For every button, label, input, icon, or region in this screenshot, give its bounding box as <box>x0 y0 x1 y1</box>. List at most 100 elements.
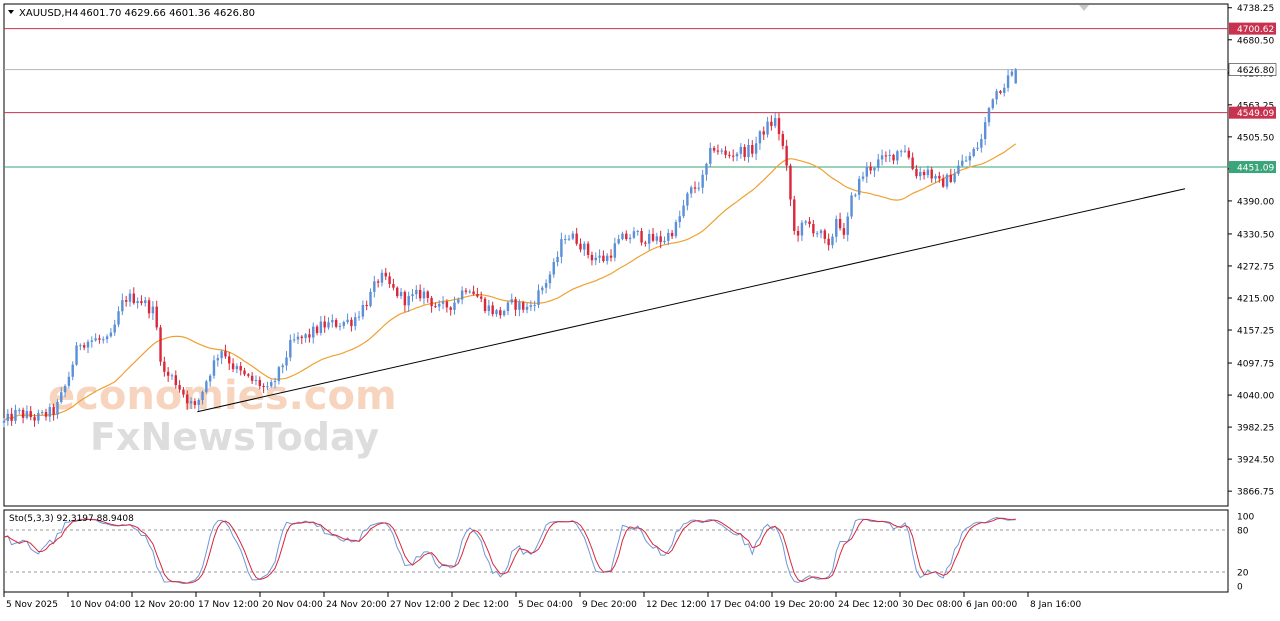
time-tick-label: 12 Dec 12:00 <box>646 600 707 610</box>
candle-body <box>292 339 296 341</box>
candle-body <box>560 239 563 257</box>
time-tick-label: 17 Nov 12:00 <box>198 600 259 610</box>
support-trendline[interactable] <box>197 188 1186 413</box>
candle-body <box>552 262 555 275</box>
candle-body <box>147 300 151 314</box>
candle-body <box>777 118 781 135</box>
stochastic-tick-label: 0 <box>1237 583 1243 593</box>
candle-body <box>312 326 315 338</box>
candle-body <box>525 306 529 310</box>
candle-body <box>495 310 498 315</box>
candle-body <box>144 300 147 304</box>
candle-body <box>957 165 960 174</box>
candle-body <box>376 281 380 283</box>
time-tick-label: 17 Dec 04:00 <box>710 600 771 610</box>
candle-body <box>522 302 525 310</box>
candle-body <box>52 407 55 415</box>
candle-body <box>411 294 414 297</box>
candle-body <box>632 231 636 238</box>
price-tick-label: 4390.00 <box>1237 197 1274 207</box>
candle-body <box>396 287 399 297</box>
candle-body <box>327 322 330 328</box>
candle-body <box>499 310 502 316</box>
candle-body <box>758 131 762 144</box>
candle-body <box>296 336 300 340</box>
price-tick-label: 4505.50 <box>1237 133 1274 143</box>
candle-body <box>373 281 376 292</box>
symbol-menu-icon[interactable] <box>8 10 14 14</box>
horizontal-lines-layer[interactable] <box>4 28 1228 168</box>
candle-body <box>747 145 750 157</box>
candle-body <box>29 411 32 418</box>
candle-body <box>514 299 517 310</box>
candle-body <box>663 240 666 243</box>
candle-body <box>10 413 13 421</box>
candle-body <box>892 154 895 161</box>
candle-body <box>815 233 819 235</box>
candle-body <box>693 187 697 189</box>
candle-body <box>594 257 597 261</box>
candle-body <box>289 339 292 358</box>
candle-body <box>14 409 17 421</box>
candle-body <box>903 150 907 152</box>
candle-body <box>334 320 338 327</box>
candle-body <box>56 401 59 415</box>
candle-body <box>476 294 479 297</box>
candle-body <box>60 392 63 402</box>
candle-body <box>212 360 216 376</box>
candle-body <box>136 301 139 304</box>
candle-body <box>37 412 40 421</box>
candle-body <box>705 163 708 175</box>
candle-body <box>571 233 575 239</box>
candle-body <box>464 290 468 292</box>
candle-body <box>21 409 25 418</box>
candle-body <box>854 194 857 196</box>
candle-body <box>90 340 94 342</box>
candle-body <box>277 367 281 382</box>
price-line-label-bg <box>1228 63 1277 76</box>
time-tick-label: 24 Dec 12:00 <box>838 600 899 610</box>
candle-body <box>987 108 991 123</box>
candle-body <box>491 305 494 315</box>
candle-body <box>850 195 853 217</box>
candle-body <box>861 176 865 179</box>
watermark-economies: economies.com <box>48 373 397 419</box>
candle-body <box>109 332 113 337</box>
candle-body <box>128 293 132 302</box>
candle-body <box>392 283 395 288</box>
price-line-label: 4700.62 <box>1237 25 1274 35</box>
candles-layer <box>2 67 1017 428</box>
candle-body <box>319 321 323 333</box>
candle-body <box>105 336 109 340</box>
candle-body <box>926 169 930 176</box>
candle-body <box>422 291 426 299</box>
price-line-label-bg <box>1229 22 1276 35</box>
candle-body <box>842 228 846 235</box>
time-axis-layer: 5 Nov 2025 10 Nov 04:00 12 Nov 20:00 17 Nov… <box>3 592 1082 610</box>
trendline-layer[interactable] <box>197 188 1186 413</box>
candle-body <box>617 239 620 244</box>
candle-body <box>102 339 105 341</box>
candle-body <box>976 147 979 149</box>
stochastic-tick-label: 20 <box>1237 569 1249 579</box>
chart-shift-icon[interactable] <box>1079 5 1089 11</box>
candle-body <box>140 301 143 304</box>
candle-body <box>983 122 987 140</box>
candle-body <box>79 345 82 347</box>
candle-body <box>258 379 262 387</box>
candle-body <box>980 139 983 148</box>
candle-body <box>132 293 136 304</box>
candle-body <box>98 338 101 340</box>
candle-body <box>365 304 368 307</box>
stochastic-d-line <box>3 517 1016 584</box>
candle-body <box>625 233 628 240</box>
candle-body <box>354 317 357 327</box>
price-tick-label: 4563.25 <box>1237 101 1274 111</box>
candle-body <box>63 385 67 393</box>
candle-body <box>919 171 922 177</box>
candle-body <box>689 187 693 194</box>
candle-body <box>529 305 533 307</box>
time-tick-label: 5 Nov 2025 <box>6 600 58 610</box>
candle-body <box>846 216 849 235</box>
